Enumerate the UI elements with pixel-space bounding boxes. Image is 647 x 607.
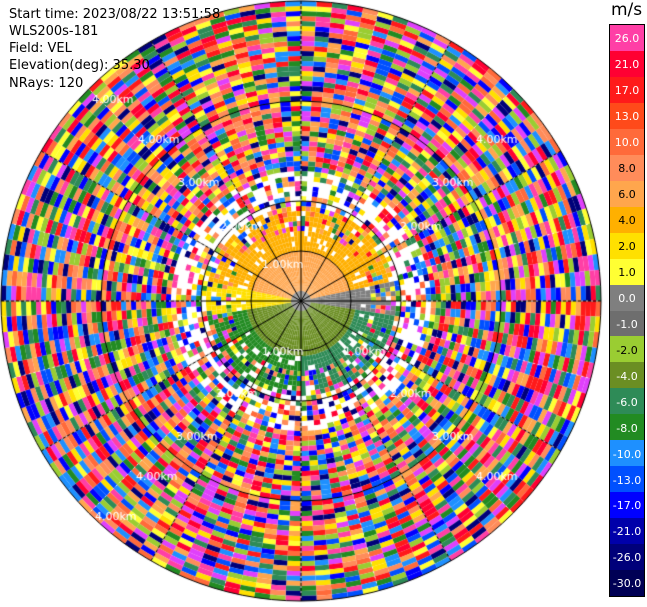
colorbar-tick-label: 4.0 [618,213,636,227]
colorbar-tick-label: -13.0 [612,473,642,487]
colorbar-tick-label: 26.0 [614,32,640,46]
colorbar-tick-label: 8.0 [618,162,636,176]
colorbar-tick-label: -10.0 [612,447,642,461]
colorbar-tick-label: 1.0 [618,265,636,279]
colorbar-tick-label: 2.0 [618,239,636,253]
colorbar-tick-label: -21.0 [612,525,642,539]
colorbar-tick-label: 10.0 [614,136,640,150]
colorbar-segment [610,284,644,311]
colorbar-segment [610,544,644,571]
colorbar-tick-label: -8.0 [616,421,638,435]
colorbar-tick-label: 13.0 [614,110,640,124]
colorbar-tick-label: -30.0 [612,577,642,591]
nrays-label: NRays: 120 [9,76,84,91]
colorbar-segment [610,206,644,234]
colorbar-segment [610,154,644,182]
colorbar-segment [610,25,644,52]
colorbar-segment [610,440,644,467]
colorbar-segment [610,258,644,286]
colorbar-units: m/s [611,0,643,20]
colorbar-segment [610,180,644,208]
colorbar-segment [610,310,644,337]
field-label: Field: VEL [9,41,72,56]
colorbar-segment [610,466,644,493]
colorbar-segment [610,232,644,260]
colorbar-segment [610,128,644,156]
colorbar-tick-label: 21.0 [614,58,640,72]
instrument-label: WLS200s-181 [9,24,99,39]
colorbar-segment [610,414,644,441]
colorbar-tick-label: 0.0 [618,291,636,305]
colorbar-segment [610,362,644,389]
colorbar-segment [610,102,644,130]
colorbar-segment [610,336,644,363]
colorbar-tick-label: -26.0 [612,551,642,565]
colorbar-tick-label: -17.0 [612,499,642,513]
elevation-label: Elevation(deg): 35.30 [9,58,150,73]
colorbar-tick-label: 17.0 [614,84,640,98]
start-time-label: Start time: 2023/08/22 13:51:58 [9,7,221,22]
colorbar-segment [610,518,644,545]
colorbar-tick-label: -6.0 [616,395,638,409]
colorbar-tick-label: 6.0 [618,188,636,201]
scan-info-panel: Start time: 2023/08/22 13:51:58 WLS200s-… [9,6,220,92]
colorbar-tick-label: -2.0 [616,343,638,357]
colorbar-segment [610,388,644,415]
colorbar-segment [610,76,644,104]
colorbar-tick-label: -1.0 [616,317,638,331]
colorbar-tick-label: -4.0 [616,369,638,383]
velocity-colorbar: 26.0 21.0 17.0 13.0 10.0 8.0 6.0 4.0 2.0 1.0 0.0 -1… [609,24,645,597]
colorbar-segment [610,50,644,78]
colorbar-segment [610,492,644,519]
colorbar-segment [610,570,644,597]
